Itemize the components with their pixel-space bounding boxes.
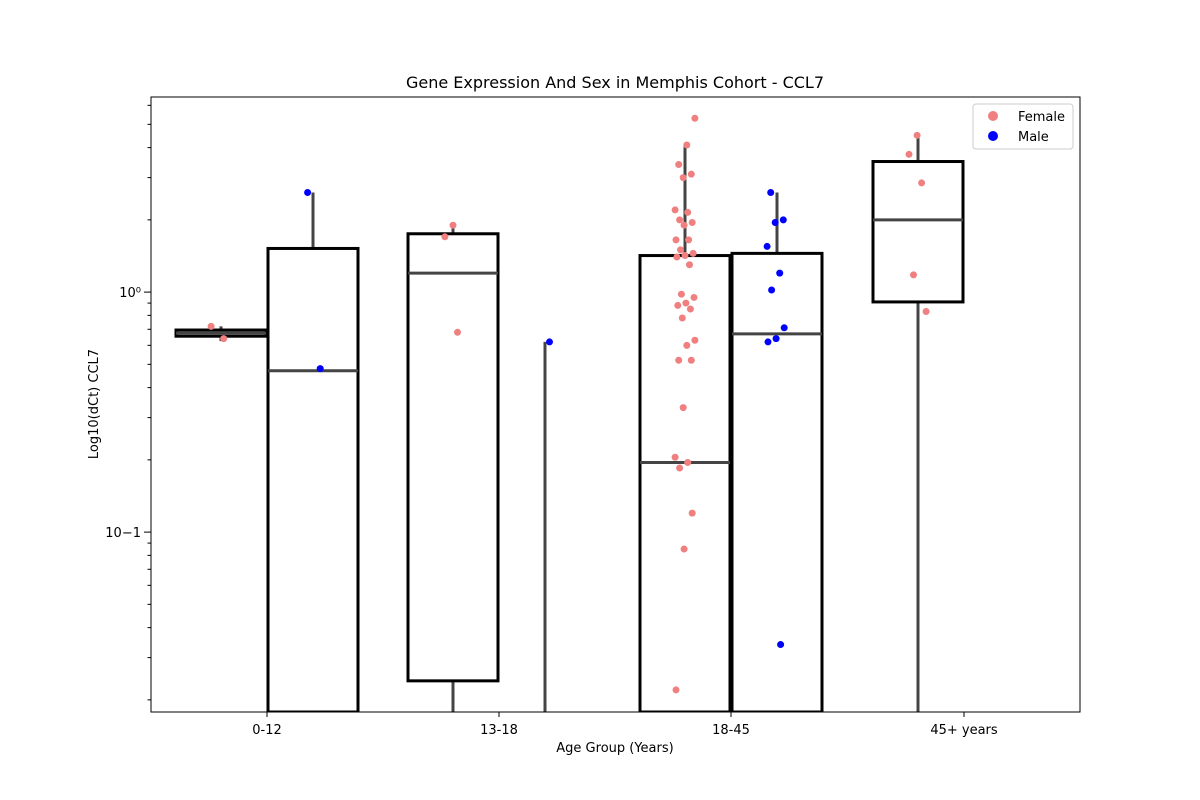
box-male bbox=[266, 246, 360, 712]
data-point-female bbox=[678, 314, 686, 322]
data-point-female bbox=[683, 141, 691, 149]
data-point-female bbox=[680, 545, 688, 553]
data-point-female bbox=[679, 404, 687, 412]
legend-marker bbox=[988, 131, 998, 141]
data-point-male bbox=[776, 269, 784, 277]
legend-frame bbox=[972, 103, 1074, 150]
plot-area bbox=[174, 114, 965, 712]
data-point-female bbox=[691, 114, 699, 122]
data-point-female bbox=[454, 328, 461, 336]
data-point-female bbox=[687, 170, 695, 178]
y-tick-label: 10⁰ bbox=[119, 286, 141, 301]
data-point-female bbox=[672, 236, 680, 244]
x-axis: 0-12 13-18 18-45 45+ years bbox=[252, 712, 998, 738]
data-point-female bbox=[688, 218, 696, 226]
data-point-male bbox=[763, 242, 771, 250]
data-point-female bbox=[684, 208, 692, 216]
data-point-female bbox=[671, 453, 679, 461]
data-point-female bbox=[686, 261, 693, 269]
data-point-female bbox=[922, 308, 930, 316]
x-tick-label: 45+ years bbox=[930, 723, 998, 738]
plot-frame bbox=[150, 96, 1081, 713]
legend-marker bbox=[988, 111, 998, 121]
chart-title: Gene Expression And Sex in Memphis Cohor… bbox=[406, 73, 824, 92]
data-point-female bbox=[220, 335, 228, 343]
data-point-female bbox=[449, 221, 457, 229]
data-point-female bbox=[685, 236, 693, 244]
data-point-male bbox=[546, 338, 553, 346]
data-point-female bbox=[671, 206, 679, 214]
data-point-female bbox=[684, 458, 692, 466]
data-point-female bbox=[676, 464, 684, 472]
legend-label: Female bbox=[1018, 110, 1065, 125]
data-point-male bbox=[780, 324, 788, 332]
data-point-female bbox=[682, 299, 690, 307]
data-point-female bbox=[690, 293, 698, 301]
data-point-female bbox=[687, 356, 695, 364]
data-point-female bbox=[677, 246, 684, 254]
data-point-female bbox=[681, 252, 689, 260]
x-tick-label: 18-45 bbox=[712, 723, 750, 738]
x-tick-label: 0-12 bbox=[252, 723, 282, 738]
data-point-female bbox=[683, 341, 691, 349]
x-tick-label: 13-18 bbox=[480, 723, 518, 738]
y-tick-label: 10−1 bbox=[105, 526, 141, 541]
data-point-female bbox=[674, 301, 682, 309]
data-point-female bbox=[688, 509, 696, 517]
data-point-male bbox=[777, 641, 785, 649]
data-point-female bbox=[675, 356, 683, 364]
data-point-female bbox=[675, 161, 683, 169]
data-point-female bbox=[913, 131, 921, 139]
data-point-female bbox=[673, 253, 681, 261]
data-point-male bbox=[316, 365, 324, 373]
box-male bbox=[730, 251, 824, 712]
data-point-female bbox=[689, 249, 697, 257]
data-point-female bbox=[677, 290, 685, 298]
data-point-male bbox=[768, 286, 776, 294]
data-point-female bbox=[441, 233, 449, 241]
data-point-male bbox=[771, 218, 779, 226]
data-point-female bbox=[672, 686, 680, 694]
data-point-male bbox=[304, 189, 312, 197]
box-female bbox=[871, 160, 965, 304]
data-point-female bbox=[686, 305, 694, 313]
data-point-female bbox=[905, 150, 913, 158]
y-axis: 10−1 10⁰ bbox=[105, 104, 151, 701]
data-point-female bbox=[676, 216, 684, 224]
x-axis-label: Age Group (Years) bbox=[556, 741, 673, 756]
data-point-female bbox=[910, 271, 917, 279]
legend: Female Male bbox=[972, 103, 1074, 150]
box-female bbox=[406, 232, 500, 683]
data-point-male bbox=[779, 216, 787, 224]
data-point-male bbox=[764, 338, 772, 346]
legend-label: Male bbox=[1018, 130, 1049, 145]
data-point-female bbox=[207, 322, 215, 330]
data-point-female bbox=[691, 336, 699, 344]
data-point-female bbox=[918, 179, 926, 187]
y-axis-label: Log10(dCt) CCL7 bbox=[87, 349, 102, 459]
data-point-male bbox=[772, 335, 780, 343]
data-point-female bbox=[680, 221, 688, 229]
data-point-male bbox=[767, 189, 775, 197]
data-point-female bbox=[679, 174, 687, 182]
